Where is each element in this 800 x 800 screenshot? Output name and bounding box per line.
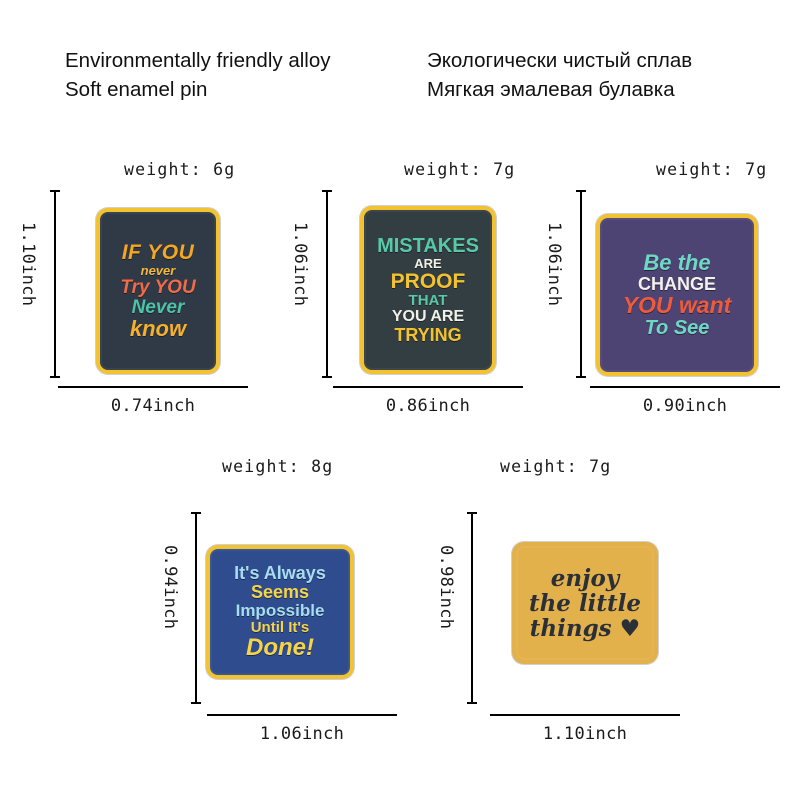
pin-body-5: enjoy the little things ♥ xyxy=(512,542,658,664)
height-label-pin-4: 0.94inch xyxy=(160,545,180,630)
pin-4-line-4: Until It's xyxy=(250,619,310,636)
height-label-pin-1: 1.10inch xyxy=(18,222,38,307)
pin-3-line-2: CHANGE xyxy=(637,274,716,294)
width-rule-pin-3 xyxy=(590,386,780,388)
height-rule-pin-4 xyxy=(191,512,201,704)
pin-4-line-5: Done! xyxy=(246,634,314,661)
product-header: Environmentally friendly alloy Soft enam… xyxy=(0,46,800,110)
header-russian-line-2: Мягкая эмалевая булавка xyxy=(427,78,675,101)
pin-5-line-3: things ♥ xyxy=(529,614,641,642)
width-rule-pin-5 xyxy=(490,714,680,716)
height-label-pin-2: 1.06inch xyxy=(290,222,310,307)
pin-1-line-5: know xyxy=(129,316,187,341)
height-label-pin-3: 1.06inch xyxy=(544,222,564,307)
width-label-pin-2: 0.86inch xyxy=(385,396,471,416)
height-rule-pin-2 xyxy=(322,190,332,378)
pin-1-line-3: Try YOU xyxy=(120,277,196,298)
pin-3-line-3: YOU want xyxy=(622,292,732,318)
width-rule-pin-1 xyxy=(58,386,248,388)
pin-1-line-4: Never xyxy=(131,297,185,318)
pin-image-be-the-change: Be the CHANGE YOU want To See xyxy=(596,214,758,376)
pin-2-line-6: TRYING xyxy=(394,325,462,345)
width-rule-pin-2 xyxy=(333,386,523,388)
weight-label-pin-5: weight: 7g xyxy=(500,457,612,476)
pin-2-line-4: THAT xyxy=(408,292,448,309)
weight-label-pin-4: weight: 8g xyxy=(222,457,334,476)
weight-label-pin-1: weight: 6g xyxy=(124,160,236,179)
pin-image-enjoy-the-little-things: enjoy the little things ♥ xyxy=(512,542,658,664)
height-rule-pin-3 xyxy=(576,190,586,378)
pin-5-line-2: the little xyxy=(528,589,642,617)
width-rule-pin-4 xyxy=(207,714,397,716)
pin-4-line-1: It's Always xyxy=(234,563,326,583)
pin-2-line-1: MISTAKES xyxy=(377,235,479,257)
pin-body-3: Be the CHANGE YOU want To See xyxy=(596,214,758,376)
pin-body-1: IF YOU never Try YOU Never know xyxy=(96,208,220,374)
pin-5-line-1: enjoy xyxy=(550,564,620,592)
pin-4-line-3: Impossible xyxy=(235,601,325,620)
header-english-line-1: Environmentally friendly alloy xyxy=(65,49,331,72)
header-english: Environmentally friendly alloy Soft enam… xyxy=(65,46,330,104)
width-label-pin-4: 1.06inch xyxy=(259,724,345,744)
pin-3-line-4: To See xyxy=(644,317,710,339)
width-label-pin-5: 1.10inch xyxy=(542,724,628,744)
pin-2-line-2: ARE xyxy=(414,256,442,271)
pin-image-mistakes-are-proof: MISTAKES ARE PROOF THAT YOU ARE TRYING xyxy=(360,206,496,374)
pin-4-line-2: Seems xyxy=(250,582,310,602)
height-rule-pin-5 xyxy=(467,512,477,704)
header-english-line-2: Soft enamel pin xyxy=(65,78,208,101)
pin-1-line-2: never xyxy=(140,263,176,278)
weight-label-pin-2: weight: 7g xyxy=(404,160,516,179)
pin-3-line-1: Be the xyxy=(643,250,711,275)
pin-body-2: MISTAKES ARE PROOF THAT YOU ARE TRYING xyxy=(360,206,496,374)
weight-label-pin-3: weight: 7g xyxy=(656,160,768,179)
pin-2-line-5: YOU ARE xyxy=(391,308,465,325)
width-label-pin-1: 0.74inch xyxy=(110,396,196,416)
pin-image-it-always-seems-impossible: It's Always Seems Impossible Until It's … xyxy=(206,545,354,679)
header-russian: Экологически чистый сплав Мягкая эмалева… xyxy=(427,46,692,104)
pin-image-if-you-never-try: IF YOU never Try YOU Never know xyxy=(96,208,220,374)
pin-2-line-3: PROOF xyxy=(390,270,466,293)
height-rule-pin-1 xyxy=(50,190,60,378)
width-label-pin-3: 0.90inch xyxy=(642,396,728,416)
height-label-pin-5: 0.98inch xyxy=(436,545,456,630)
pin-1-line-1: IF YOU xyxy=(121,241,195,264)
header-russian-line-1: Экологически чистый сплав xyxy=(427,49,693,72)
pin-body-4: It's Always Seems Impossible Until It's … xyxy=(206,545,354,679)
